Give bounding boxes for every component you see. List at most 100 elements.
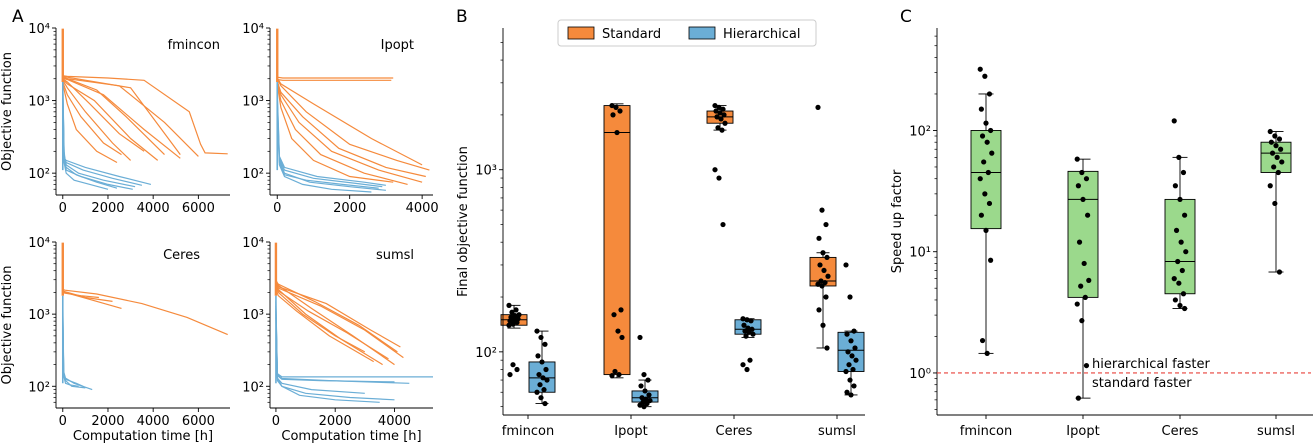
hierarchical-point — [637, 334, 643, 341]
standard-trace — [62, 79, 159, 161]
speedup-point — [1179, 267, 1185, 274]
standard-point — [720, 221, 726, 228]
speedup-point — [1269, 150, 1276, 156]
standard-point — [616, 371, 622, 378]
standard-trace — [276, 81, 408, 185]
speedup-point — [1183, 249, 1189, 255]
x-tick-label: 4000 — [137, 201, 170, 216]
x-axis-label: Computation time [h] — [73, 429, 213, 444]
hierarchical-point — [542, 400, 548, 407]
standard-point — [825, 273, 831, 279]
hierarchical-point — [853, 357, 859, 363]
standard-trace — [62, 291, 122, 309]
speedup-point — [981, 159, 987, 165]
legend-swatch-standard — [567, 26, 595, 40]
y-tick-label: 10² — [242, 167, 264, 182]
hierarchical-point — [843, 262, 849, 268]
hierarchical-point — [542, 341, 548, 347]
hierarchical-point — [845, 349, 851, 355]
speedup-point — [989, 150, 995, 156]
hierarchical-point — [639, 395, 645, 401]
hierarchical-point — [740, 362, 746, 368]
standard-trace — [276, 81, 426, 178]
hierarchical-trace — [62, 301, 93, 391]
y-tick-label: 10² — [909, 124, 931, 139]
speedup-point — [1081, 260, 1087, 267]
speedup-point — [1176, 154, 1182, 160]
speedup-point — [988, 257, 994, 263]
hierarchical-point — [645, 377, 651, 383]
standard-point — [714, 114, 720, 120]
standard-trace — [275, 283, 404, 359]
x-tick-label: 6000 — [182, 414, 215, 429]
speedup-point — [1273, 143, 1279, 149]
speedup-point — [1182, 305, 1188, 312]
speedup-box — [970, 130, 1002, 230]
standard-trace — [62, 78, 145, 152]
speedup-point — [982, 73, 988, 79]
hierarchical-point — [641, 371, 647, 378]
standard-point — [508, 314, 514, 320]
category-label: Ipopt — [614, 424, 647, 439]
hierarchical-point — [539, 359, 545, 365]
speedup-point — [1080, 196, 1086, 203]
speedup-point — [1177, 302, 1183, 309]
standard-point — [609, 373, 615, 379]
standard-point — [506, 322, 512, 328]
speedup-point — [983, 120, 989, 126]
y-tick-label: 10² — [475, 346, 497, 361]
speedup-point — [986, 200, 993, 207]
speedup-point — [1278, 146, 1284, 152]
speedup-point — [1268, 139, 1274, 145]
speedup-point — [986, 91, 993, 97]
hierarchical-point — [536, 371, 542, 378]
panel-letter-c: C — [900, 7, 912, 27]
hierarchical-trace — [275, 305, 410, 384]
speedup-point — [982, 191, 988, 197]
speedup-point — [1172, 183, 1178, 189]
speedup-point — [984, 350, 990, 356]
speedup-point — [1171, 276, 1177, 282]
hierarchical-trace — [62, 308, 86, 389]
standard-point — [713, 108, 719, 114]
speedup-point — [1176, 280, 1182, 286]
y-tick-label: 10² — [242, 380, 264, 395]
hierarchical-point — [637, 402, 643, 408]
speedup-point — [1076, 239, 1083, 245]
hierarchical-point — [742, 328, 748, 334]
hierarchical-point — [851, 328, 857, 334]
hierarchical-point — [541, 387, 547, 393]
speedup-point — [1079, 169, 1085, 176]
x-tick-label: 2000 — [333, 201, 366, 216]
speedup-point — [978, 212, 984, 218]
x-tick-label: 2000 — [91, 414, 124, 429]
category-label: Ceres — [1162, 424, 1199, 439]
y-tick-label: 10³ — [28, 308, 50, 323]
x-tick-label: 4000 — [137, 414, 170, 429]
standard-point — [615, 328, 621, 334]
speedup-point — [1173, 227, 1180, 233]
category-label: sumsl — [818, 424, 856, 439]
label-hierarchical-faster: hierarchical faster — [1092, 357, 1210, 372]
hierarchical-point — [748, 318, 754, 324]
speedup-point — [1180, 291, 1187, 297]
category-label: sumsl — [1257, 424, 1295, 439]
hierarchical-trace — [276, 89, 386, 186]
standard-trace — [62, 76, 165, 156]
y-axis-label: Objective function — [0, 266, 15, 385]
speedup-box — [1067, 170, 1099, 298]
standard-point — [512, 313, 518, 319]
x-tick-label: 4000 — [406, 201, 439, 216]
hierarchical-point — [844, 331, 850, 337]
x-tick-label: 0 — [272, 414, 280, 429]
category-label: Ipopt — [1066, 424, 1099, 439]
hierarchical-point — [537, 382, 543, 388]
standard-point — [613, 104, 619, 110]
standard-point — [823, 221, 829, 228]
speedup-point — [1267, 183, 1273, 189]
standard-point — [819, 207, 825, 213]
x-tick-label: 4000 — [378, 414, 411, 429]
standard-point — [509, 309, 515, 315]
hierarchical-trace — [275, 308, 395, 383]
